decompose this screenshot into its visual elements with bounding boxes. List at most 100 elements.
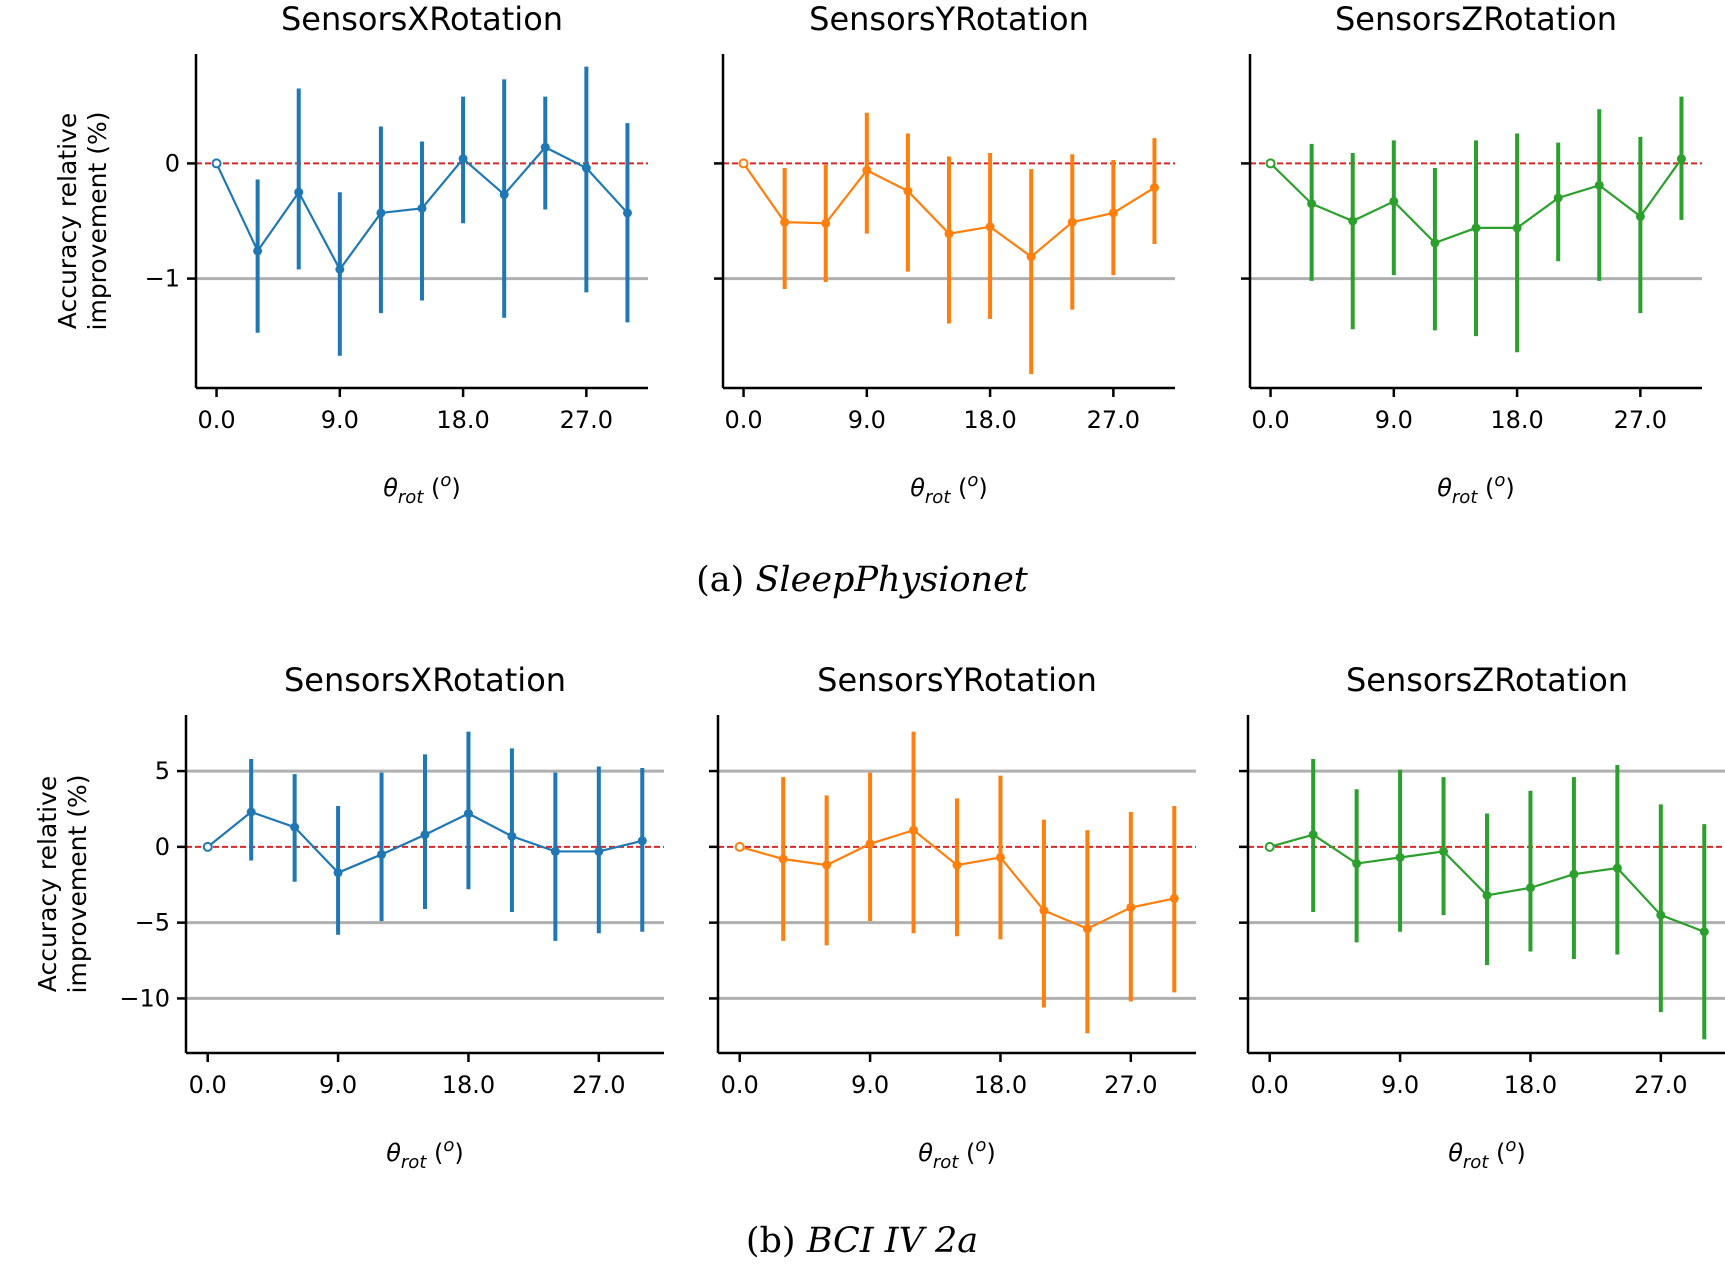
subplot-a-1: SensorsXRotation 0 −1 0.0 9.0 18.0 27.0 θrot (o…	[53, 0, 648, 508]
x-tick-label: 18.0	[974, 1071, 1027, 1099]
y-tick-label: 0	[165, 149, 180, 177]
data-point	[1635, 211, 1645, 221]
data-point	[1149, 183, 1159, 193]
data-point	[865, 839, 875, 849]
x-axis-label: θrot (o)	[910, 470, 988, 508]
y-tick-label: 0	[155, 833, 170, 861]
subplot-a-2: SensorsYRotation 0.0 9.0 18.0 27.0 θrot (o)	[714, 0, 1175, 508]
data-point	[1348, 216, 1358, 226]
subplot-a-3: SensorsZRotation 0.0 9.0 18.0 27.0 θrot (o)	[1241, 0, 1702, 508]
data-point	[985, 222, 995, 232]
data-point	[581, 163, 591, 173]
data-point	[952, 860, 962, 870]
x-tick-label: 27.0	[1614, 406, 1667, 434]
data-point	[1352, 859, 1362, 869]
x-tick-label: 18.0	[963, 406, 1016, 434]
subplot-title: SensorsYRotation	[817, 661, 1097, 699]
x-tick-label: 27.0	[1634, 1071, 1687, 1099]
data-point	[1569, 869, 1579, 879]
data-point	[1067, 217, 1077, 227]
x-tick-label: 0.0	[721, 1071, 759, 1099]
x-tick-label: 0.0	[1251, 406, 1289, 434]
x-axis-label: θrot (o)	[1448, 1135, 1526, 1173]
x-tick-label: 0.0	[1251, 1071, 1289, 1099]
data-point	[1512, 223, 1522, 233]
y-tick-label: −1	[145, 265, 180, 293]
x-axis-label: θrot (o)	[918, 1135, 996, 1173]
data-point	[335, 264, 345, 274]
y-axis-label: Accuracy relativeimprovement (%)	[53, 112, 112, 331]
data-point	[903, 186, 913, 196]
data-point	[1676, 154, 1686, 164]
data-point	[944, 229, 954, 239]
data-point	[1389, 196, 1399, 206]
data-point	[1265, 158, 1276, 169]
data-point	[1612, 863, 1622, 873]
x-tick-label: 18.0	[1490, 406, 1543, 434]
data-point	[540, 142, 550, 152]
data-point	[1699, 927, 1709, 937]
data-point	[622, 208, 632, 218]
data-point	[1430, 238, 1440, 248]
data-point	[202, 841, 213, 852]
subplot-title: SensorsYRotation	[809, 0, 1089, 38]
x-tick-label: 27.0	[560, 406, 613, 434]
data-point	[376, 208, 386, 218]
data-point	[333, 868, 343, 878]
data-point	[246, 807, 256, 817]
data-point	[778, 854, 788, 864]
data-point	[1525, 883, 1535, 893]
x-axis-label: θrot (o)	[386, 1135, 464, 1173]
y-tick-label: −10	[119, 984, 170, 1012]
data-point	[1264, 841, 1275, 852]
data-point	[734, 841, 745, 852]
x-tick-label: 0.0	[197, 406, 235, 434]
data-point	[1082, 924, 1092, 934]
data-point	[862, 165, 872, 175]
subplot-title: SensorsZRotation	[1346, 661, 1628, 699]
caption-b: (b) BCI IV 2a	[746, 1221, 978, 1261]
data-point	[294, 187, 304, 197]
y-tick-label: −5	[135, 909, 170, 937]
panel-b: SensorsXRotation 5 0 −5 −10 0.0 9.0 18.0 27.0 θro…	[33, 661, 1725, 1261]
y-tick-label: 5	[155, 757, 170, 785]
data-point	[1395, 852, 1405, 862]
data-point	[1026, 252, 1036, 262]
data-point	[822, 860, 832, 870]
subplot-b-1: SensorsXRotation 5 0 −5 −10 0.0 9.0 18.0 27.0 θro…	[33, 661, 664, 1173]
data-point	[499, 190, 509, 200]
y-axis-label: Accuracy relativeimprovement (%)	[33, 775, 92, 994]
data-point	[1471, 223, 1481, 233]
data-point	[1126, 902, 1136, 912]
data-point	[821, 218, 831, 228]
x-tick-label: 18.0	[436, 406, 489, 434]
data-point	[1039, 906, 1049, 916]
data-point	[417, 203, 427, 213]
x-tick-label: 0.0	[724, 406, 762, 434]
x-axis-label: θrot (o)	[1437, 470, 1515, 508]
data-point	[780, 217, 790, 227]
x-tick-label: 27.0	[572, 1071, 625, 1099]
x-tick-label: 18.0	[1504, 1071, 1557, 1099]
x-tick-label: 9.0	[321, 406, 359, 434]
data-point	[550, 846, 560, 856]
data-point	[738, 158, 749, 169]
subplot-b-2: SensorsYRotation 0.0 9.0 18.0 27.0 θrot (o)	[709, 661, 1196, 1173]
x-axis-label: θrot (o)	[383, 470, 461, 508]
subplot-b-3: SensorsZRotation 0.0 9.0 18.0 27.0 θrot (o)	[1239, 661, 1725, 1173]
data-point	[253, 246, 263, 256]
data-point	[290, 822, 300, 832]
data-point	[507, 831, 517, 841]
data-point	[1307, 199, 1317, 209]
data-point	[420, 830, 430, 840]
subplot-title: SensorsXRotation	[281, 0, 563, 38]
data-point	[594, 846, 604, 856]
data-point	[1594, 180, 1604, 190]
data-point	[1439, 846, 1449, 856]
x-tick-label: 18.0	[442, 1071, 495, 1099]
data-point	[909, 825, 919, 835]
panel-a: SensorsXRotation 0 −1 0.0 9.0 18.0 27.0 θrot (o…	[53, 0, 1702, 600]
caption-a: (a) SleepPhysionet	[696, 560, 1029, 600]
subplot-title: SensorsZRotation	[1335, 0, 1617, 38]
